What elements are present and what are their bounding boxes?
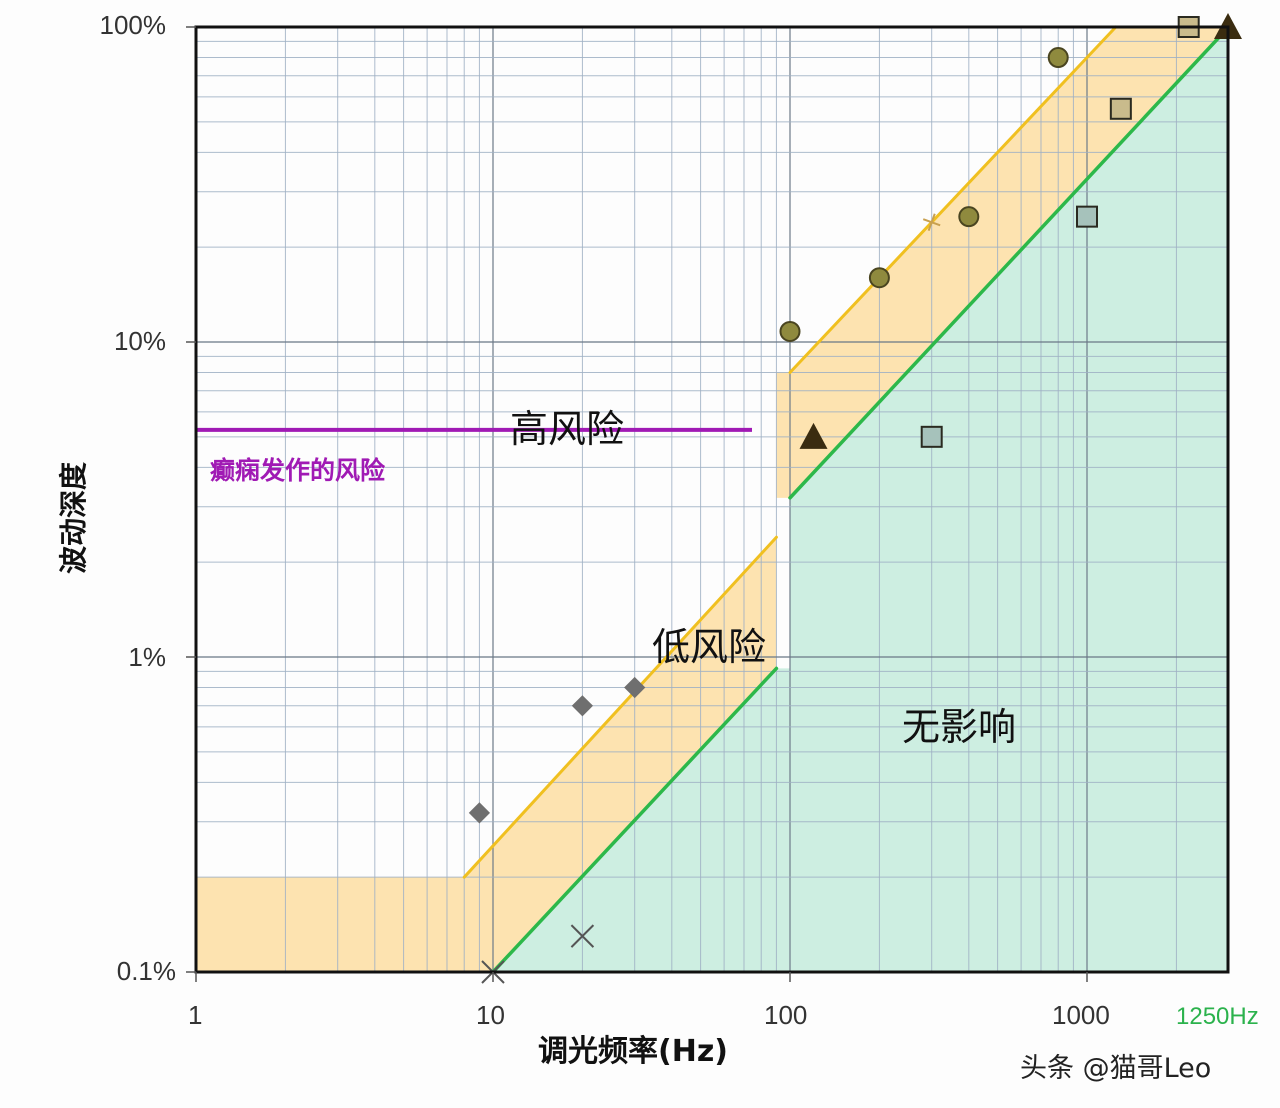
high-risk-label: 高风险	[510, 407, 625, 451]
data-markers	[468, 13, 1242, 984]
x-tick-1000: 1000	[1052, 1000, 1110, 1030]
diamond-marker	[468, 802, 491, 824]
region-fills	[196, 27, 1229, 972]
no-effect-line	[491, 666, 779, 974]
diamond-marker	[624, 676, 646, 699]
no-effect-fill	[493, 27, 1229, 972]
y-tick-0-1: 0.1%	[116, 956, 176, 986]
low-risk-fill-left	[196, 877, 484, 972]
low-risk-upper-line	[462, 535, 778, 879]
x-marker	[570, 924, 595, 948]
boundary-lines	[196, 25, 1231, 974]
y-tick-1: 1%	[128, 642, 166, 672]
y-tick-100: 100%	[99, 10, 167, 40]
y-axis-title: 波动深度	[57, 461, 90, 574]
circle-marker	[779, 320, 801, 342]
circle-marker	[958, 206, 980, 228]
square-marker	[1076, 205, 1098, 228]
x-axis-title: 调光频率(Hz)	[538, 1034, 728, 1069]
x-tick-1: 1	[188, 1000, 203, 1030]
plot-frame	[194, 25, 1230, 974]
low-risk-label: 低风险	[652, 625, 767, 669]
triangle-marker	[799, 422, 828, 449]
square-marker	[1109, 97, 1132, 120]
watermark: 头条 @猫哥Leo	[1020, 1053, 1212, 1084]
x-tick-100: 100	[764, 1000, 808, 1030]
diamond-marker	[571, 695, 594, 717]
x-tick-1250hz: 1250Hz	[1176, 1003, 1259, 1030]
plus-marker	[922, 213, 941, 232]
low-risk-fill-upper	[776, 27, 1229, 498]
square-marker	[920, 425, 943, 448]
low-risk-upper-line	[788, 25, 1118, 375]
no-effect-label: 无影响	[902, 705, 1017, 749]
axis-ticks	[186, 26, 1088, 982]
no-effect-line	[788, 25, 1231, 500]
y-tick-10: 10%	[113, 326, 166, 356]
circle-marker	[1047, 47, 1069, 69]
x-tick-10: 10	[476, 1000, 505, 1030]
circle-marker	[868, 267, 890, 289]
low-risk-fill-mid	[464, 537, 777, 972]
epilepsy-risk-label: 癫痫发作的风险	[210, 456, 386, 485]
